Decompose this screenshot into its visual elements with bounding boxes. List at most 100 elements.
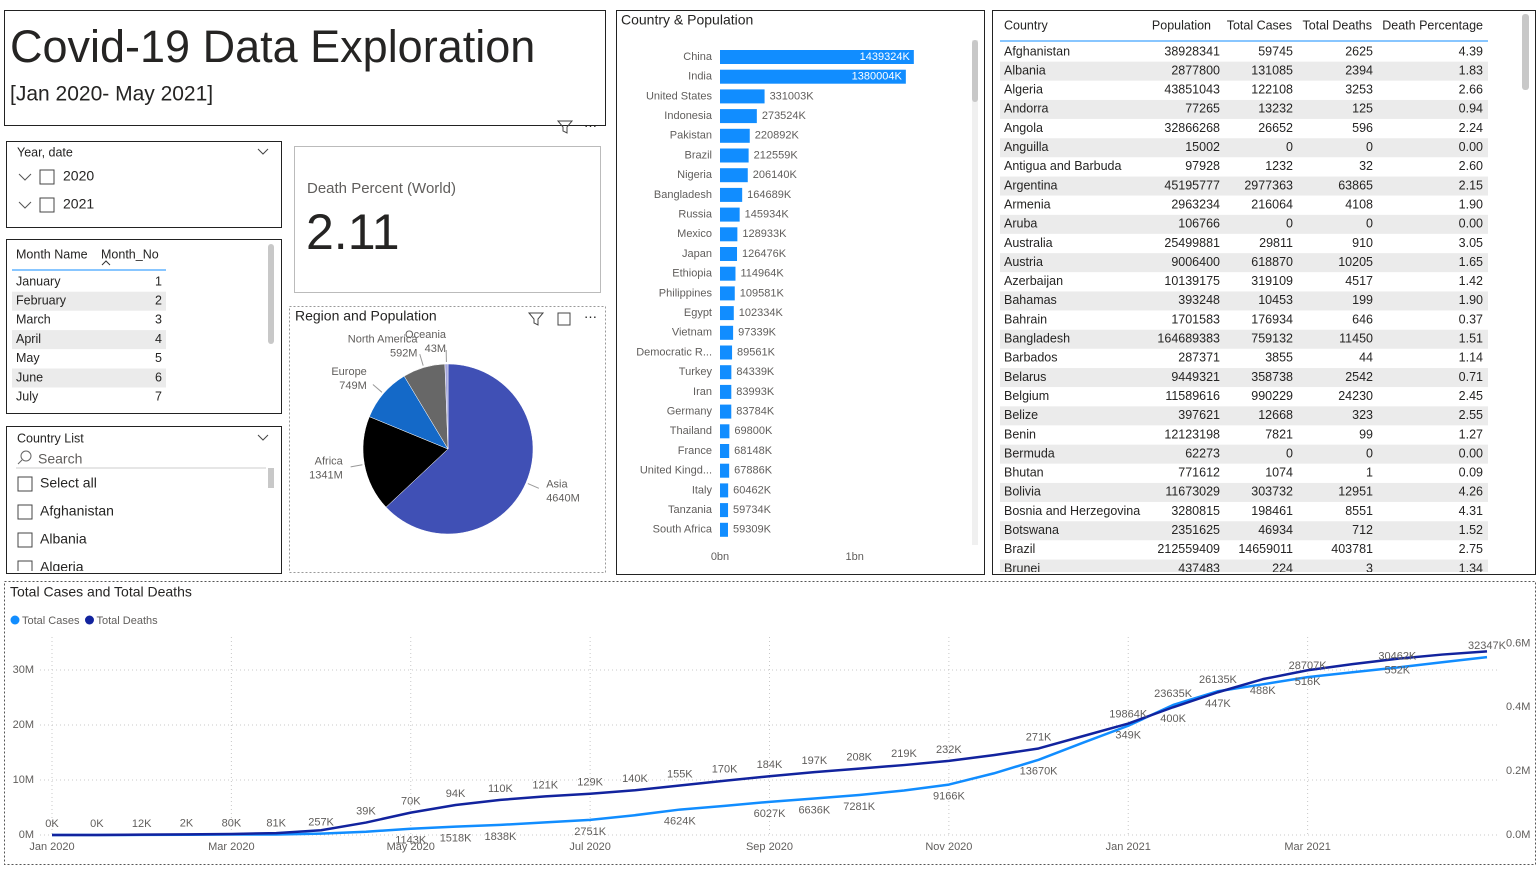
table-cell: 1.27	[1459, 427, 1483, 441]
table-cell: 3855	[1265, 351, 1293, 365]
table-cell: 1701583	[1171, 312, 1220, 326]
table-cell: Australia	[1004, 236, 1053, 250]
slicer-item[interactable]: Albania	[40, 531, 87, 547]
scrollbar[interactable]	[972, 40, 978, 102]
slicer-item[interactable]: Algeria	[40, 559, 84, 575]
data-label: 59309K	[733, 524, 772, 536]
more-icon[interactable]: ⋯	[584, 309, 597, 324]
kpi-label: Death Percent (World)	[307, 180, 456, 197]
filter-icon[interactable]	[527, 312, 545, 326]
more-icon[interactable]: ⋯	[584, 118, 597, 133]
data-label: 110K	[488, 783, 514, 795]
row-band	[1000, 176, 1488, 196]
checkbox[interactable]	[39, 197, 55, 213]
bar	[720, 424, 730, 439]
checkbox[interactable]	[17, 504, 33, 520]
scrollbar[interactable]	[268, 244, 274, 344]
legend-marker[interactable]	[10, 615, 20, 625]
table-cell: 1.65	[1459, 255, 1483, 269]
row-band	[1000, 99, 1488, 119]
table-cell: 1.90	[1459, 197, 1483, 211]
checkbox[interactable]	[17, 476, 33, 492]
table-cell: 10205	[1338, 255, 1373, 269]
chart-title: Region and Population	[295, 308, 437, 324]
data-label: 9166K	[933, 790, 965, 802]
filter-icon[interactable]	[556, 120, 574, 134]
x-tick-label: Mar 2021	[1284, 841, 1330, 853]
table-cell: 3.05	[1459, 236, 1483, 250]
search-box[interactable]: Search	[38, 451, 82, 467]
table-cell: 2.66	[1459, 83, 1483, 97]
checkbox[interactable]	[17, 560, 33, 575]
checkbox[interactable]	[17, 532, 33, 548]
y-tick-label: Brazil	[684, 149, 712, 161]
slicer-item[interactable]: 2021	[63, 196, 94, 212]
table-cell: 2542	[1345, 370, 1373, 384]
data-label: 212559K	[754, 149, 799, 161]
table-cell: 437483	[1178, 561, 1220, 575]
table-cell: 0.09	[1459, 466, 1483, 480]
data-label: 0K	[90, 818, 104, 830]
checkbox[interactable]	[39, 169, 55, 185]
table-cell: 2.55	[1459, 408, 1483, 422]
scrollbar[interactable]	[1522, 14, 1529, 90]
page-title: Covid-19 Data Exploration	[10, 21, 535, 72]
legend-marker[interactable]	[84, 615, 94, 625]
table-cell: 910	[1352, 236, 1373, 250]
slice-value: 43M	[425, 343, 446, 355]
data-label: 19864K	[1109, 709, 1148, 721]
data-label: 97339K	[738, 327, 777, 339]
table-cell: Bolivia	[1004, 485, 1041, 499]
table-cell: 2	[155, 293, 162, 307]
row-band	[1000, 444, 1488, 464]
y-tick-label: Mexico	[677, 228, 712, 240]
table-cell: 15002	[1185, 140, 1220, 154]
y-tick-label: Japan	[682, 248, 712, 260]
legend-label[interactable]: Total Deaths	[96, 615, 158, 627]
slice-value: 592M	[390, 347, 418, 359]
table-cell: 0	[1286, 446, 1293, 460]
table-cell: 198461	[1251, 504, 1293, 518]
table-cell: 212559409	[1157, 542, 1220, 556]
table-cell: 403781	[1331, 542, 1373, 556]
chevron[interactable]	[257, 148, 269, 155]
table-cell: Bosnia and Herzegovina	[1004, 504, 1140, 518]
table-cell: 759132	[1251, 332, 1293, 346]
sort-arrow	[101, 260, 111, 266]
search-icon	[20, 450, 32, 462]
slicer-item[interactable]: 2020	[63, 168, 94, 184]
bar-chart: 0bn 1bn China 1439324K India 1380004K United S…	[636, 50, 914, 563]
data-label: 0K	[45, 818, 59, 830]
data-label: 128933K	[742, 228, 787, 240]
data-label: 219K	[891, 748, 917, 760]
data-label: 1838K	[485, 831, 517, 843]
scrollbar[interactable]	[268, 468, 274, 488]
y-tick-label: Bangladesh	[654, 189, 712, 201]
chart-title: Country & Population	[621, 12, 753, 28]
data-label: 129K	[577, 777, 603, 789]
table-cell: Barbados	[1004, 351, 1058, 365]
table-cell: January	[16, 274, 61, 288]
data-label: 39K	[356, 805, 376, 817]
table-cell: 11673029	[1165, 485, 1220, 499]
y-tick-label: 20M	[13, 719, 34, 731]
slicer-item[interactable]: Afghanistan	[40, 503, 114, 519]
slicer-item[interactable]: Select all	[40, 475, 97, 491]
bar	[720, 384, 732, 399]
table-cell: 45195777	[1164, 178, 1220, 192]
line-chart: 0M 10M 20M 30M 0.0M 0.2M 0.4M 0.6M Jan 2020 Mar 2…	[10, 615, 1530, 853]
expand-chevron[interactable]	[18, 173, 32, 181]
y-tick-label: Democratic R...	[636, 346, 712, 358]
table-cell: 771612	[1178, 466, 1220, 480]
focus-icon[interactable]	[557, 312, 571, 326]
expand-chevron[interactable]	[18, 201, 32, 209]
table-cell: 122108	[1251, 83, 1293, 97]
table-cell: Argentina	[1004, 178, 1058, 192]
data-label: 28707K	[1289, 660, 1328, 672]
data-label: 170K	[712, 764, 738, 776]
year-items: 2020 2021	[18, 168, 94, 213]
chevron[interactable]	[257, 434, 269, 441]
row-band	[1000, 253, 1488, 273]
legend-label[interactable]: Total Cases	[22, 615, 80, 627]
